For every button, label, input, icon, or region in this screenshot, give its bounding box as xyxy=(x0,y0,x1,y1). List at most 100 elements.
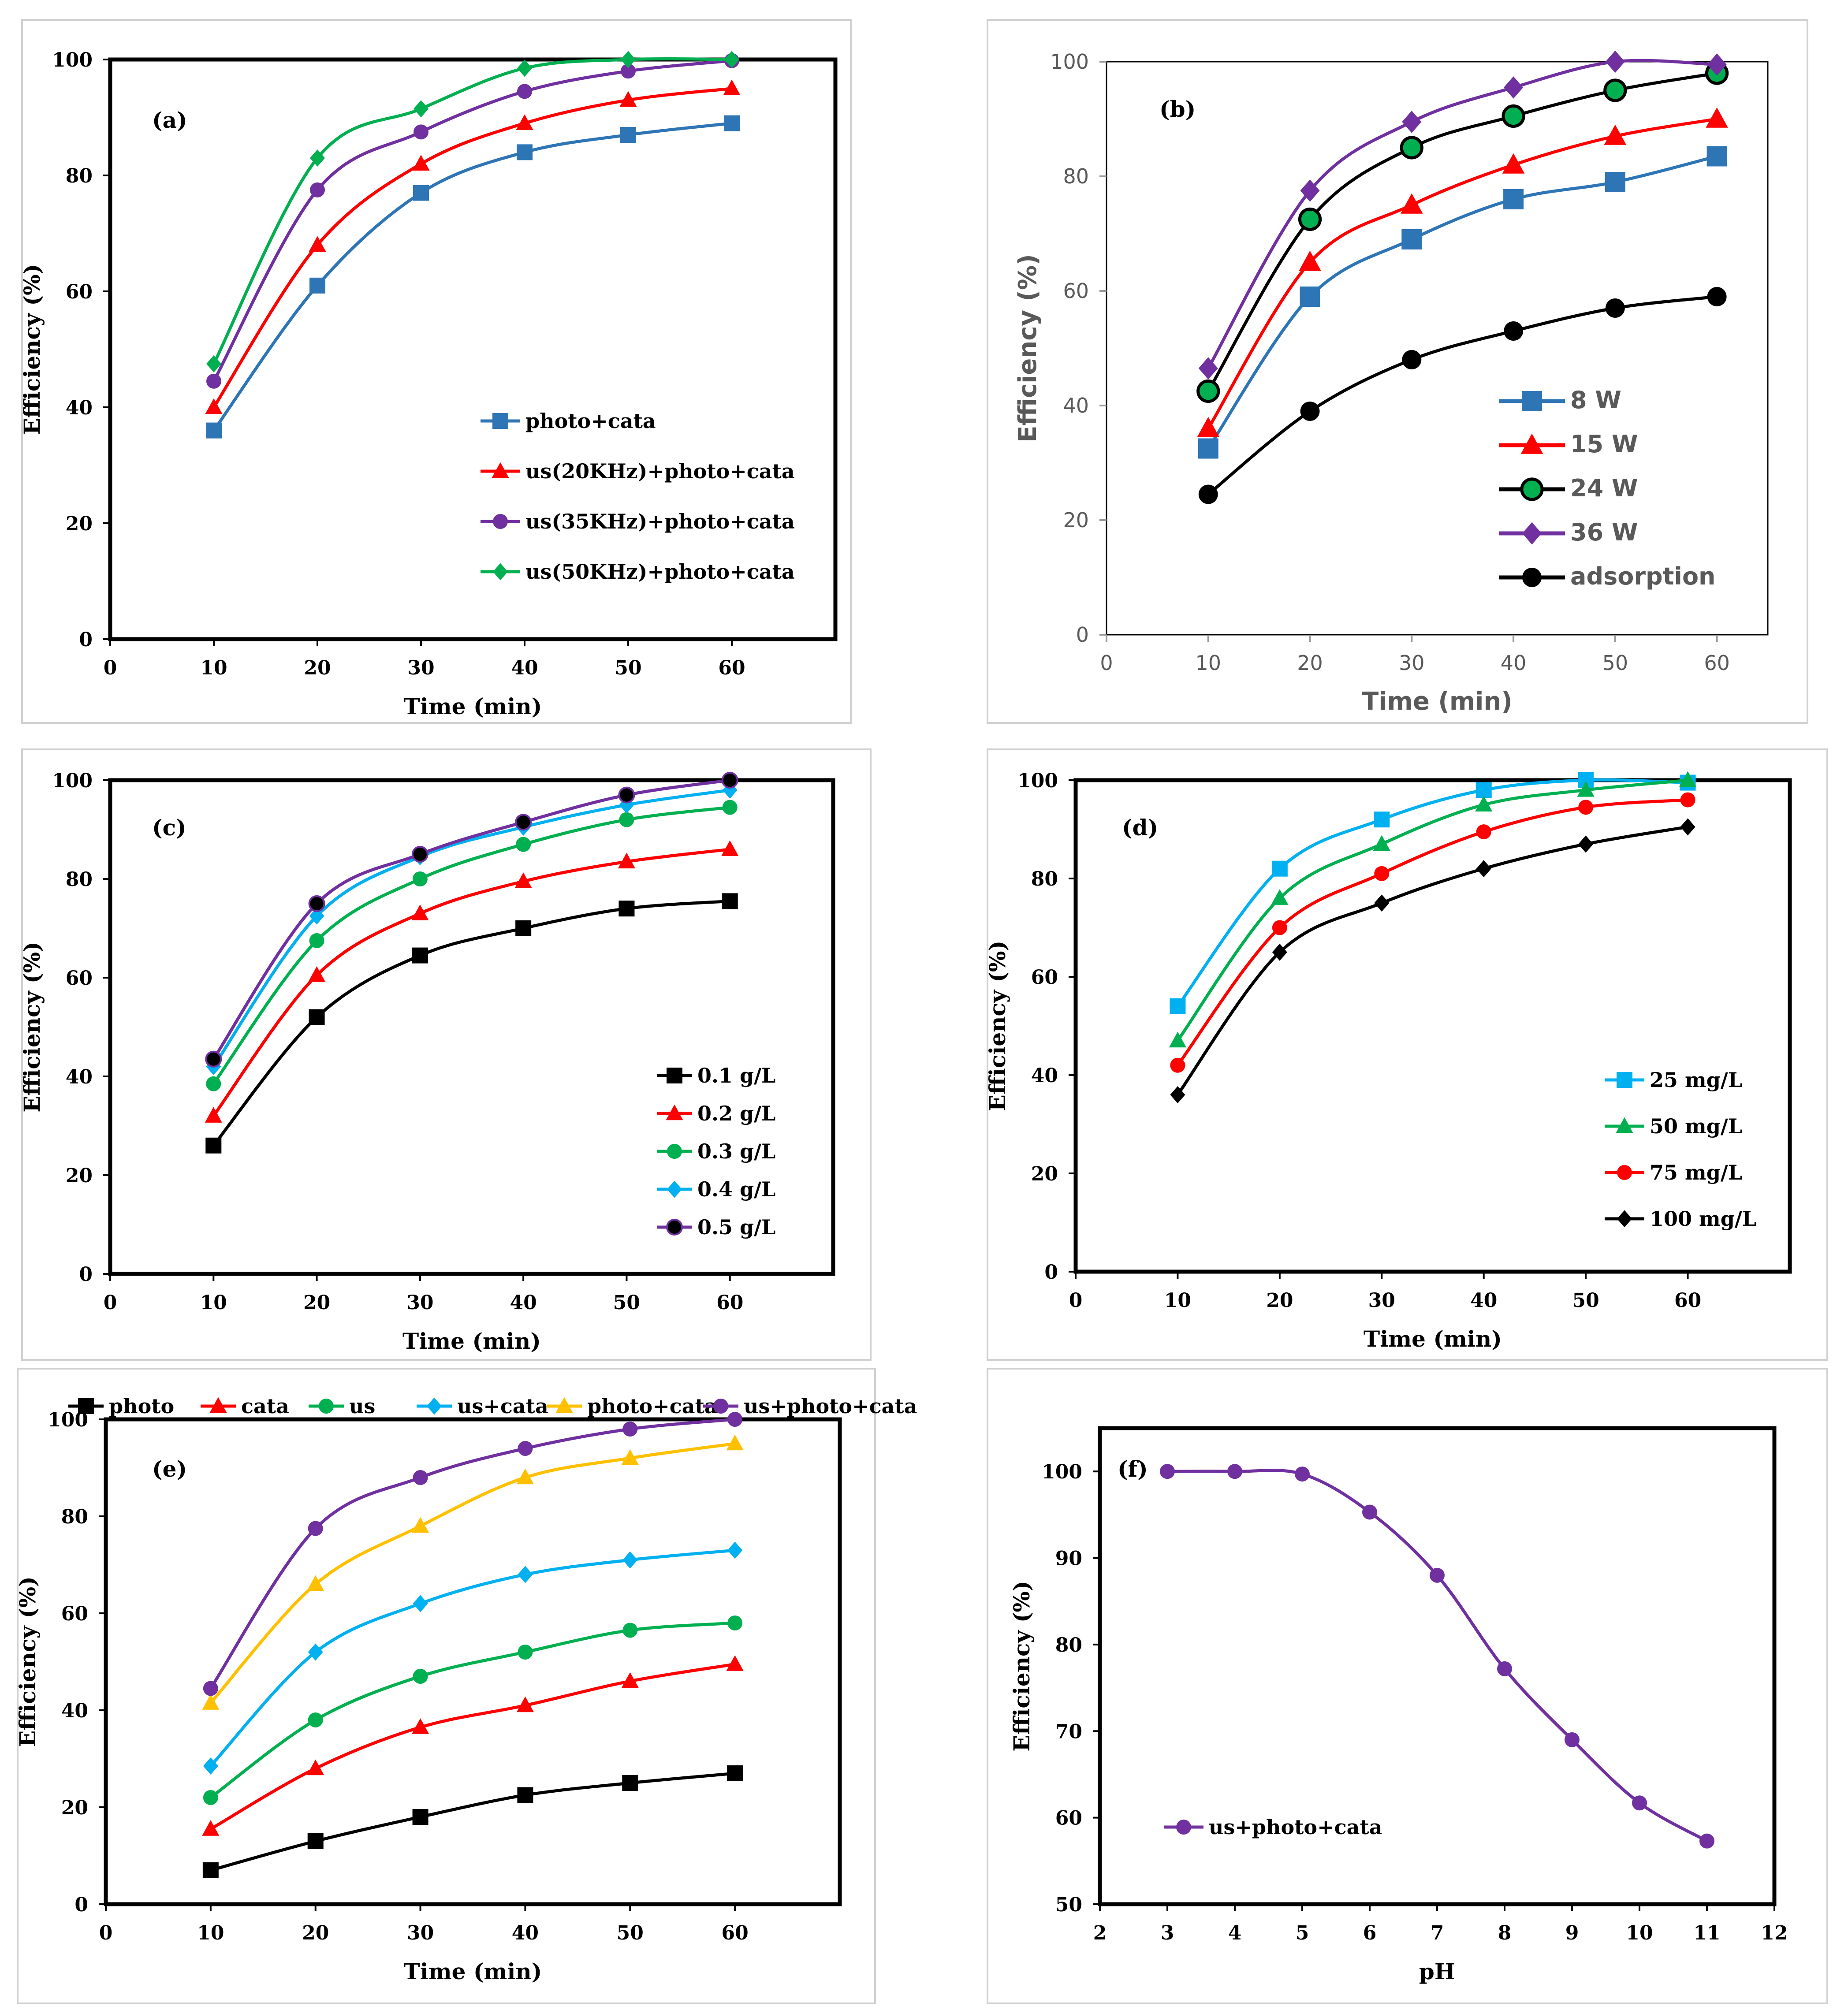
plot-frame xyxy=(1098,1426,1777,1906)
legend-entry: us(35KHz)+photo+cata xyxy=(481,510,795,533)
data-point xyxy=(1272,920,1287,935)
plot-frame xyxy=(104,1417,842,1906)
data-point xyxy=(1475,796,1493,812)
data-point xyxy=(1402,111,1422,133)
data-point xyxy=(307,1759,324,1776)
data-point xyxy=(1706,107,1728,128)
data-point xyxy=(309,933,324,948)
legend-label: 8 W xyxy=(1570,386,1621,414)
legend-label: 0.3 g/L xyxy=(697,1139,775,1163)
data-point xyxy=(1476,860,1491,878)
data-point xyxy=(1401,193,1423,214)
series-us xyxy=(203,1615,743,1805)
data-point xyxy=(518,1441,533,1456)
data-point xyxy=(412,871,428,886)
series-0.4 g/L xyxy=(206,781,738,1076)
x-tick-label: 50 xyxy=(615,657,641,679)
y-tick-label: 0 xyxy=(1044,1261,1058,1284)
x-axis-label: Time (min) xyxy=(402,1328,541,1354)
y-axis-label: Efficiency (%) xyxy=(19,942,45,1112)
data-point xyxy=(412,1718,429,1734)
data-point xyxy=(621,51,636,68)
data-point xyxy=(724,115,740,131)
y-tick-label: 0 xyxy=(1076,623,1089,647)
legend-marker xyxy=(713,1399,728,1414)
data-point xyxy=(1605,172,1625,192)
y-tick-label: 60 xyxy=(1063,279,1089,303)
legend-label: us xyxy=(349,1394,375,1418)
x-tick-label: 9 xyxy=(1565,1922,1579,1944)
legend-label: us(35KHz)+photo+cata xyxy=(525,510,795,533)
x-tick-label: 30 xyxy=(1368,1289,1395,1312)
legend-entry: photo xyxy=(68,1394,174,1418)
y-tick-label: 90 xyxy=(1055,1548,1082,1570)
plot-frame xyxy=(1073,778,1792,1274)
data-point xyxy=(309,277,325,294)
data-point xyxy=(517,60,532,77)
plot-frame xyxy=(1106,61,1769,636)
panel-border xyxy=(21,19,852,724)
data-point xyxy=(414,100,428,118)
data-point xyxy=(1502,153,1525,174)
data-point xyxy=(1197,417,1220,437)
x-tick-label: 40 xyxy=(510,1292,537,1314)
y-tick-label: 80 xyxy=(1055,1634,1082,1656)
data-point xyxy=(1298,207,1322,231)
data-point xyxy=(1170,998,1186,1014)
x-tick-label: 0 xyxy=(99,1922,113,1944)
data-point xyxy=(1271,889,1289,905)
data-point xyxy=(517,1787,533,1803)
x-tick-label: 50 xyxy=(1572,1289,1599,1312)
data-point xyxy=(1504,321,1524,341)
legend-marker xyxy=(667,1180,682,1198)
y-tick-label: 20 xyxy=(61,1797,88,1819)
legend-marker xyxy=(555,1397,573,1413)
data-point xyxy=(1169,1031,1186,1048)
data-point xyxy=(515,814,532,831)
data-point xyxy=(1160,1464,1175,1479)
data-point xyxy=(1271,860,1288,877)
series-75 mg/L xyxy=(1170,792,1695,1073)
y-tick-label: 80 xyxy=(66,165,93,187)
y-tick-label: 60 xyxy=(1055,1807,1082,1830)
y-tick-label: 20 xyxy=(66,513,93,535)
data-point xyxy=(1679,771,1697,787)
series-line xyxy=(1207,295,1719,496)
data-point xyxy=(621,63,636,79)
series-line xyxy=(1176,778,1690,1042)
data-point xyxy=(1295,1467,1310,1482)
x-tick-label: 20 xyxy=(1297,651,1323,675)
series-36 W xyxy=(1198,50,1727,380)
data-point xyxy=(1196,379,1220,403)
data-point xyxy=(1603,78,1627,102)
data-point xyxy=(1374,866,1390,881)
y-tick-label: 60 xyxy=(1031,966,1058,989)
chart-panel-f: 2 3 4 5 6 7 8 9 10 11 12 50 60 70 80 90 100 pH Efficiency … xyxy=(987,1368,1828,2004)
data-point xyxy=(1400,136,1423,160)
x-tick-label: 20 xyxy=(1266,1289,1293,1312)
x-tick-label: 40 xyxy=(511,657,538,679)
data-point xyxy=(516,837,531,852)
legend-entry: 75 mg/L xyxy=(1605,1161,1742,1184)
data-point xyxy=(724,51,739,68)
legend-label: cata xyxy=(241,1394,289,1418)
series-line xyxy=(1176,825,1690,1097)
x-tick-label: 5 xyxy=(1296,1922,1309,1944)
series-line xyxy=(1207,59,1719,370)
series-line xyxy=(212,778,732,1061)
data-point xyxy=(518,1645,533,1660)
legend-entry: 0.2 g/L xyxy=(657,1102,775,1125)
data-point xyxy=(1402,350,1422,369)
series-line xyxy=(1207,155,1719,450)
legend-entry: us(50KHz)+photo+cata xyxy=(481,560,795,584)
data-point xyxy=(206,373,221,389)
data-point xyxy=(726,1655,744,1671)
series-line xyxy=(212,59,734,383)
data-point xyxy=(517,84,532,99)
series-line xyxy=(1176,798,1690,1067)
data-point xyxy=(1577,781,1595,797)
data-point xyxy=(1300,402,1320,421)
data-point xyxy=(203,1757,218,1775)
data-point xyxy=(1170,1086,1185,1104)
